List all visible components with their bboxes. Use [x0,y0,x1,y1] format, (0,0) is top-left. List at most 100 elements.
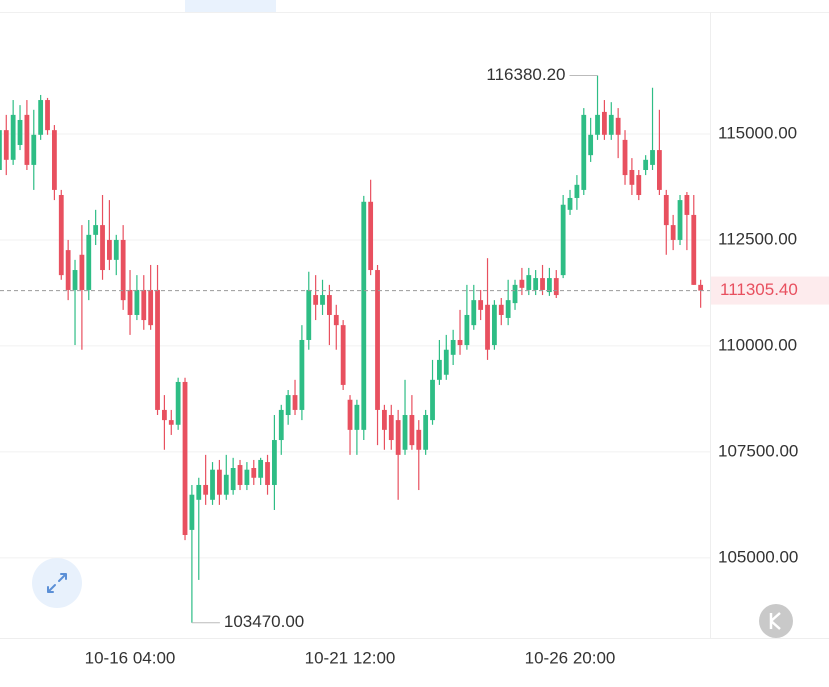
candle-body [272,440,277,485]
candle-body [478,300,484,310]
candle-body [148,289,154,326]
candle-body [698,284,704,291]
candle-body [217,469,222,495]
candle-body [52,130,57,190]
candle-body [636,175,642,196]
candle-body [437,359,442,380]
y-tick-label: 112500.00 [718,229,797,248]
candle-body [526,275,532,290]
x-tick-label: 10-16 04:00 [85,648,176,667]
candle-body [375,270,380,410]
candle-body [505,300,511,318]
candle-body [691,214,697,285]
candle-body [498,304,504,315]
candle-body [100,225,105,271]
candle-body [175,381,181,425]
candle-body [574,184,580,198]
candle-body [684,195,690,215]
candle-body [457,339,463,346]
candle-body [72,270,78,290]
candle-body [155,289,160,410]
candle-body [107,239,112,260]
high-label: 116380.20 [486,65,565,84]
y-tick-label: 115000.00 [718,123,797,142]
candle-body [93,225,99,235]
candle-body [306,289,312,340]
candle-body [113,239,119,260]
last-price-label: 111305.40 [720,280,798,299]
candle-body [567,197,573,210]
candle-body [45,100,50,131]
candle-body [423,415,429,450]
candle-body [127,289,133,315]
candle-body [663,195,669,226]
candle-body [347,399,353,430]
candle-body [258,459,264,478]
y-tick-label: 105000.00 [718,547,798,566]
y-tick-label: 110000.00 [718,335,797,354]
candle-body [629,169,635,185]
candle-body [581,114,587,190]
candle-body [162,409,167,421]
expand-button[interactable] [32,558,82,608]
candle-body [189,494,195,530]
x-tick-label: 10-21 12:00 [305,648,396,667]
expand-icon [47,573,67,593]
candle-body [650,150,655,165]
candle-body [333,314,339,326]
k-button[interactable] [759,604,793,638]
k-icon [769,612,781,630]
candle-body [182,381,188,535]
candle-body [31,134,37,165]
candle-body [278,409,284,441]
candle-body [519,279,525,288]
candle-body [292,395,298,410]
candle-body [313,295,319,305]
candle-body [553,278,559,296]
candle-body [395,420,401,455]
candle-body [643,159,649,170]
candle-body [196,484,202,500]
candle-body [340,325,346,385]
candle-body [677,200,683,240]
candle-body [602,111,607,135]
candle-body [0,130,2,170]
candle-body [485,304,490,350]
candle-body [17,119,23,145]
candle-body [402,415,408,450]
candle-body [560,204,566,276]
candle-body [533,278,539,290]
candle-body [416,429,422,450]
y-tick-label: 107500.00 [718,441,798,460]
candle-body [141,289,147,321]
candle-body [65,250,71,290]
candle-body [670,225,676,240]
candle-body [251,468,257,478]
candle-body [230,468,236,491]
last-price-tag [711,276,829,305]
candle-body [210,469,215,500]
candle-body [608,114,614,135]
k-bg [759,604,793,638]
candle-body [464,314,470,346]
candle-body [492,304,497,346]
candle-body [10,114,16,160]
candle-body [547,278,552,293]
candle-body [657,150,662,190]
candle-body [327,295,332,315]
candle-body [382,409,387,430]
candle-body [120,239,126,301]
candle-body [595,114,600,135]
candle-body [58,195,64,276]
candle-body [540,278,545,290]
candle-body [223,474,229,495]
candle-body [320,295,325,305]
candle-body [512,284,518,304]
candle-body [409,415,415,446]
candle-body [265,462,270,485]
candle-body [622,139,628,176]
candle-body [168,420,174,425]
candle-body [471,300,477,326]
candle-body [354,404,360,430]
